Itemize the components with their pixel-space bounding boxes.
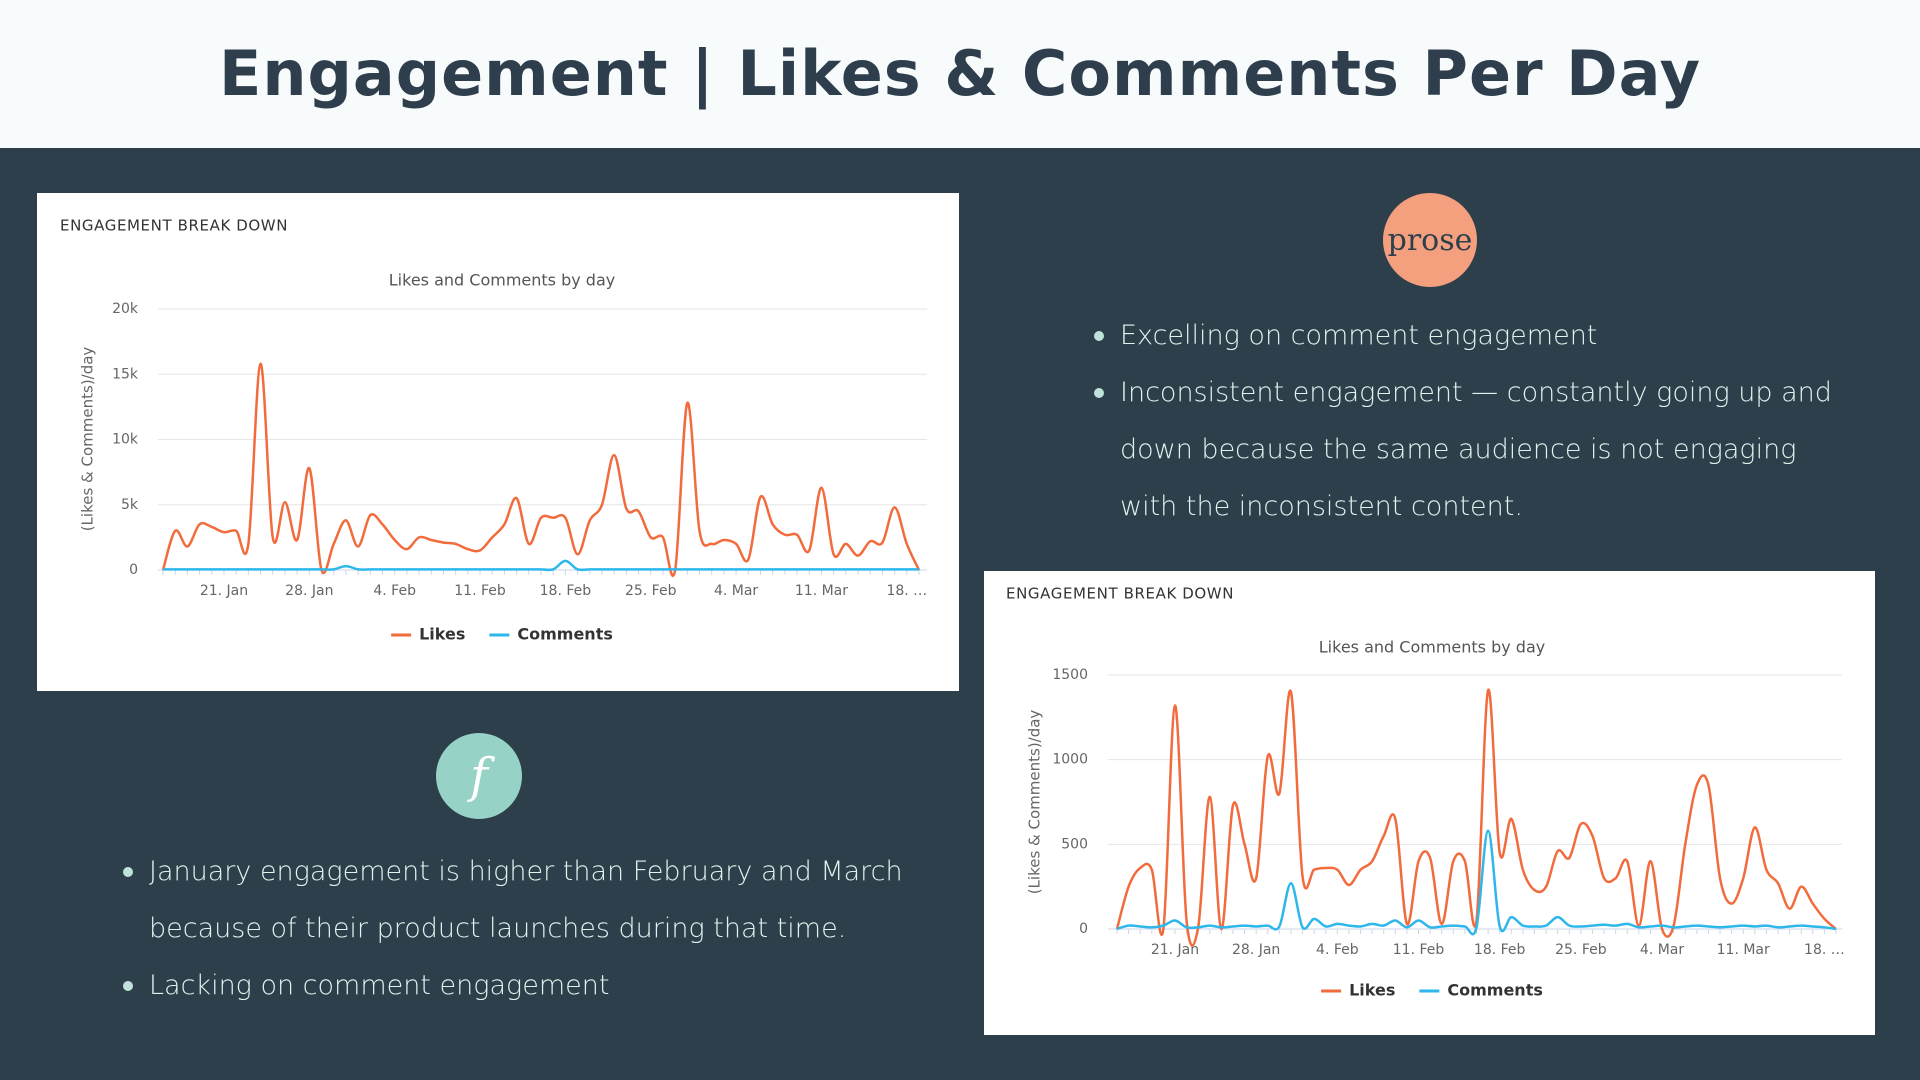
chart-title: Likes and Comments by day bbox=[389, 271, 615, 290]
x-tick-label: 25. Feb bbox=[625, 583, 677, 599]
bullet: Inconsistent engagement — constantly goi… bbox=[1094, 364, 1840, 535]
legend-label: Comments bbox=[517, 625, 613, 644]
x-tick-label: 4. Feb bbox=[373, 583, 416, 599]
legend-label: Likes bbox=[419, 625, 465, 644]
y-tick-label: 20k bbox=[112, 301, 139, 317]
header-band: Engagement | Likes & Comments Per Day bbox=[0, 0, 1920, 148]
x-tick-label: 28. Jan bbox=[1232, 942, 1280, 958]
x-tick-label: 4. Feb bbox=[1316, 942, 1359, 958]
x-tick-label: 4. Mar bbox=[1640, 942, 1684, 958]
series-line bbox=[1116, 829, 1837, 936]
chart-title: Likes and Comments by day bbox=[1319, 638, 1545, 657]
chart: ENGAGEMENT BREAK DOWN Likes and Comments … bbox=[60, 217, 927, 644]
chart-panel: ENGAGEMENT BREAK DOWN Likes and Comments … bbox=[37, 193, 959, 691]
bullet-list: Excelling on comment engagement Inconsis… bbox=[1094, 307, 1840, 535]
bullet-list: January engagement is higher than Februa… bbox=[123, 843, 909, 1014]
bullet: Lacking on comment engagement bbox=[123, 957, 909, 1014]
slide-title: Engagement | Likes & Comments Per Day bbox=[219, 37, 1701, 110]
y-tick-label: 0 bbox=[1079, 921, 1088, 937]
y-tick-label: 5k bbox=[121, 497, 139, 513]
y-axis-title: (Likes & Comments)/day bbox=[79, 347, 97, 532]
x-tick-label: 11. Mar bbox=[1717, 942, 1770, 958]
x-tick-label: 18. Feb bbox=[1474, 942, 1526, 958]
y-tick-label: 15k bbox=[112, 366, 139, 382]
series-line bbox=[161, 362, 921, 577]
series-line bbox=[163, 559, 919, 572]
y-tick-label: 1500 bbox=[1052, 667, 1088, 683]
y-tick-label: 500 bbox=[1061, 836, 1088, 852]
legend-label: Comments bbox=[1447, 981, 1543, 1000]
x-tick-label: 11. Mar bbox=[795, 583, 848, 599]
y-tick-label: 1000 bbox=[1052, 752, 1088, 768]
y-axis-title: (Likes & Comments)/day bbox=[1026, 710, 1044, 895]
y-tick-label: 0 bbox=[129, 562, 138, 578]
series-line bbox=[1115, 688, 1837, 947]
x-tick-label: 18. … bbox=[886, 583, 927, 599]
panel-header: ENGAGEMENT BREAK DOWN bbox=[1006, 585, 1234, 603]
x-tick-label: 21. Jan bbox=[1151, 942, 1199, 958]
x-tick-label: 21. Jan bbox=[200, 583, 248, 599]
prose-logo: prose bbox=[1383, 193, 1477, 287]
x-tick-label: 11. Feb bbox=[454, 583, 506, 599]
chart: ENGAGEMENT BREAK DOWN Likes and Comments … bbox=[1006, 585, 1845, 1000]
x-tick-label: 28. Jan bbox=[285, 583, 333, 599]
x-tick-label: 11. Feb bbox=[1393, 942, 1445, 958]
x-tick-label: 18. Feb bbox=[540, 583, 592, 599]
panel-header: ENGAGEMENT BREAK DOWN bbox=[60, 217, 288, 235]
x-tick-label: 18. … bbox=[1804, 942, 1845, 958]
x-tick-label: 25. Feb bbox=[1555, 942, 1607, 958]
legend-label: Likes bbox=[1349, 981, 1395, 1000]
x-tick-label: 4. Mar bbox=[714, 583, 758, 599]
y-tick-label: 10k bbox=[112, 432, 139, 448]
bullet: Excelling on comment engagement bbox=[1094, 307, 1840, 364]
bullet: January engagement is higher than Februa… bbox=[123, 843, 909, 957]
chart-panel: ENGAGEMENT BREAK DOWN Likes and Comments … bbox=[984, 571, 1875, 1035]
f-logo: f bbox=[436, 733, 522, 819]
